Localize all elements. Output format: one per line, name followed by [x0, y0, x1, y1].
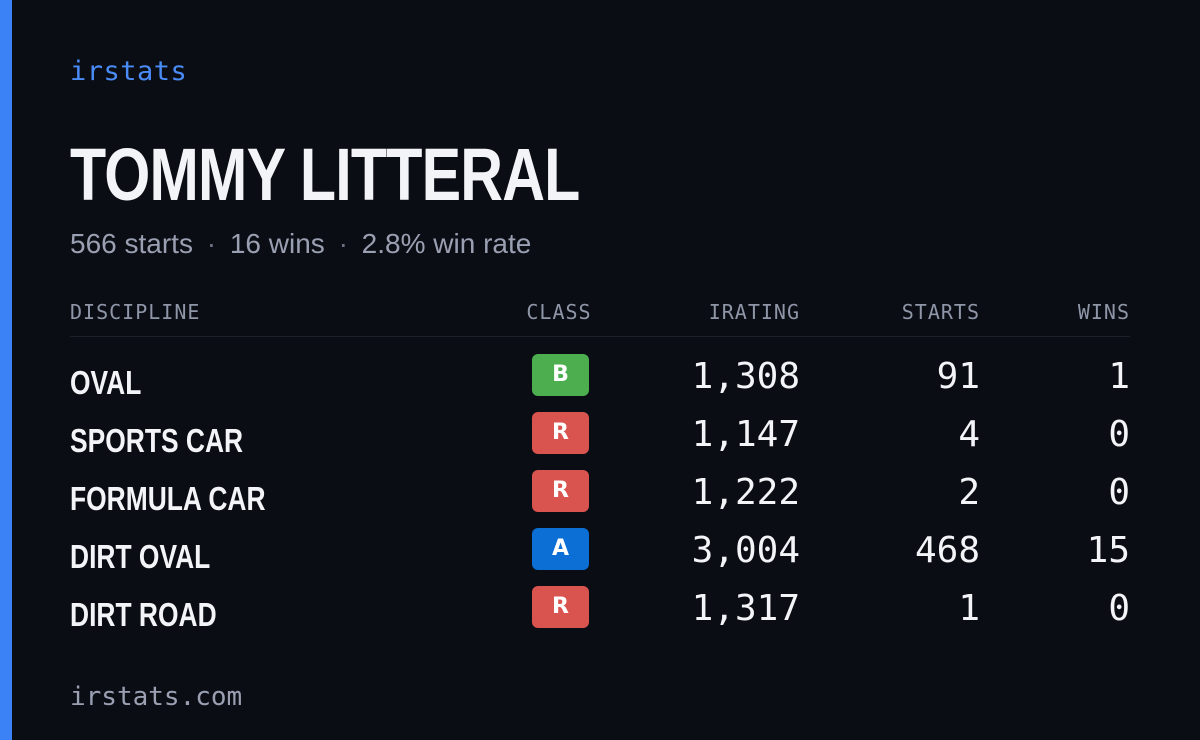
discipline-name: DIRT OVAL: [70, 538, 211, 575]
irating-value: 1,308: [691, 356, 800, 397]
wins-value: 15: [1086, 530, 1130, 571]
irating-value: 1,317: [691, 588, 800, 629]
footer-url: irstats.com: [70, 682, 243, 712]
summary-separator: ·: [206, 228, 217, 259]
driver-summary: 566 starts · 16 wins · 2.8% win rate: [70, 228, 531, 260]
accent-bar: [0, 0, 12, 740]
wins-value: 0: [1108, 414, 1130, 455]
table-row: OVAL B 1,308 91 1: [70, 354, 1130, 412]
column-header-wins: WINS: [1077, 300, 1130, 324]
discipline-name: FORMULA CAR: [70, 480, 266, 517]
table-row: DIRT ROAD R 1,317 1 0: [70, 586, 1130, 644]
license-class-badge: B: [532, 354, 589, 396]
wins-value: 1: [1108, 356, 1130, 397]
irating-value: 1,147: [691, 414, 800, 455]
discipline-name: SPORTS CAR: [70, 422, 244, 459]
table-row: FORMULA CAR R 1,222 2 0: [70, 470, 1130, 528]
starts-value: 468: [914, 530, 980, 571]
column-header-irating: IRATING: [708, 300, 800, 324]
starts-value: 1: [958, 588, 980, 629]
wins-value: 0: [1108, 588, 1130, 629]
brand-logo: irstats: [70, 56, 188, 87]
table-row: SPORTS CAR R 1,147 4 0: [70, 412, 1130, 470]
summary-win-rate: 2.8% win rate: [361, 228, 532, 259]
license-class-badge: R: [532, 470, 589, 512]
license-class-badge: A: [532, 528, 589, 570]
irating-value: 3,004: [691, 530, 800, 571]
wins-value: 0: [1108, 472, 1130, 513]
table-row: DIRT OVAL A 3,004 468 15: [70, 528, 1130, 586]
summary-starts: 566 starts: [70, 228, 193, 259]
starts-value: 91: [936, 356, 980, 397]
column-header-starts: STARTS: [901, 300, 980, 324]
table-header: DISCIPLINE CLASS IRATING STARTS WINS: [70, 298, 1130, 337]
driver-name: TOMMY LITTERAL: [70, 133, 580, 216]
column-header-discipline: DISCIPLINE: [70, 300, 201, 324]
summary-wins: 16 wins: [229, 228, 325, 259]
discipline-name: OVAL: [70, 364, 142, 401]
discipline-name: DIRT ROAD: [70, 596, 217, 633]
summary-separator: ·: [338, 228, 348, 259]
column-header-class: CLASS: [526, 300, 592, 324]
irating-value: 1,222: [691, 472, 800, 513]
license-class-badge: R: [532, 586, 589, 628]
starts-value: 2: [958, 472, 980, 513]
starts-value: 4: [958, 414, 980, 455]
license-class-badge: R: [532, 412, 589, 454]
